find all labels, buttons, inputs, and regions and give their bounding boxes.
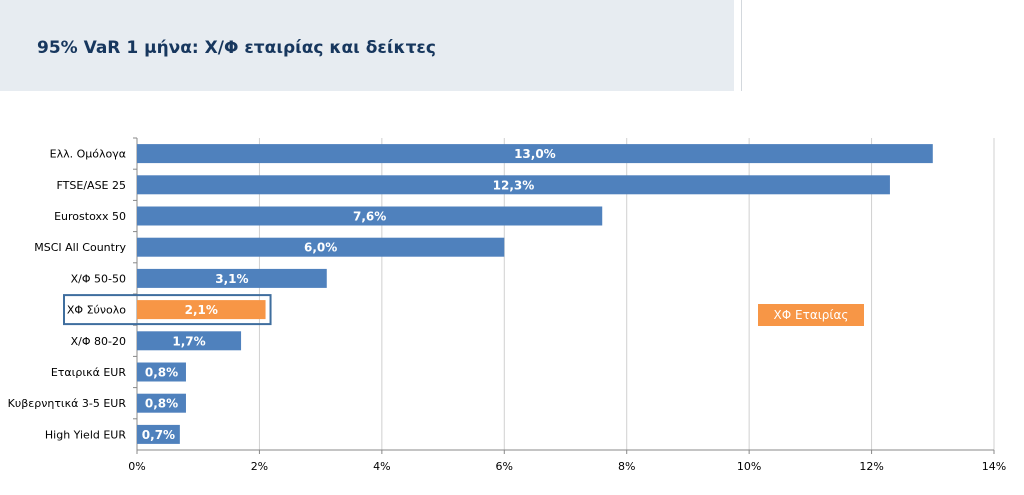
data-label: 2,1% xyxy=(185,303,218,317)
category-label: Κυβερνητικά 3-5 EUR xyxy=(8,397,127,410)
bar xyxy=(137,331,242,351)
x-axis-ticks: 0% 2% 4% 6% 8% 10% 12% 14% xyxy=(128,450,1006,473)
category-label: High Yield EUR xyxy=(45,428,126,441)
page-title: 95% VaR 1 μήνα: Χ/Φ εταιρίας και δείκτες xyxy=(37,38,436,58)
bars: 13,0% 12,3% 7,6% 6,0% 3,1% 2,1% 1,7% 0,8% 0,8% 0,… xyxy=(137,144,933,444)
bar xyxy=(137,237,505,257)
bar xyxy=(137,424,180,444)
bar xyxy=(137,268,327,288)
x-tick-label: 14% xyxy=(982,460,1006,473)
bar-highlighted xyxy=(137,300,266,320)
data-label: 13,0% xyxy=(514,147,556,161)
data-label: 6,0% xyxy=(304,241,337,255)
data-label: 1,7% xyxy=(172,334,205,348)
category-label: Eurostoxx 50 xyxy=(54,210,126,223)
category-label: Χ/Φ 50-50 xyxy=(71,272,126,285)
data-label: 3,1% xyxy=(215,272,248,286)
data-label: 7,6% xyxy=(353,210,386,224)
bar xyxy=(137,175,890,195)
header-band xyxy=(0,0,734,91)
category-label: FTSE/ASE 25 xyxy=(57,179,126,192)
header-divider xyxy=(741,0,742,91)
data-label: 0,8% xyxy=(145,397,178,411)
category-label: ΧΦ Σύνολο xyxy=(67,304,126,317)
x-tick-label: 8% xyxy=(618,460,635,473)
category-label: Χ/Φ 80-20 xyxy=(71,335,126,348)
bar xyxy=(137,206,603,226)
x-tick-label: 0% xyxy=(128,460,145,473)
x-tick-label: 6% xyxy=(496,460,513,473)
bar xyxy=(137,362,186,382)
x-tick-label: 12% xyxy=(859,460,883,473)
data-label: 0,7% xyxy=(142,428,175,442)
category-label: Ελλ. Ομόλογα xyxy=(50,148,126,161)
highlight-frame xyxy=(63,294,272,326)
x-tick-label: 10% xyxy=(737,460,761,473)
category-labels: Ελλ. Ομόλογα FTSE/ASE 25 Eurostoxx 50 MSCI … xyxy=(8,148,272,441)
x-tick-label: 4% xyxy=(373,460,390,473)
category-label: Εταιρικά EUR xyxy=(51,366,126,379)
bar xyxy=(137,393,186,413)
data-label: 0,8% xyxy=(145,366,178,380)
data-label: 12,3% xyxy=(493,178,535,192)
x-tick-label: 2% xyxy=(251,460,268,473)
bar xyxy=(137,144,933,164)
legend-entry-xf-etairias: ΧΦ Εταιρίας xyxy=(758,304,864,326)
category-label: MSCI All Country xyxy=(34,241,126,254)
